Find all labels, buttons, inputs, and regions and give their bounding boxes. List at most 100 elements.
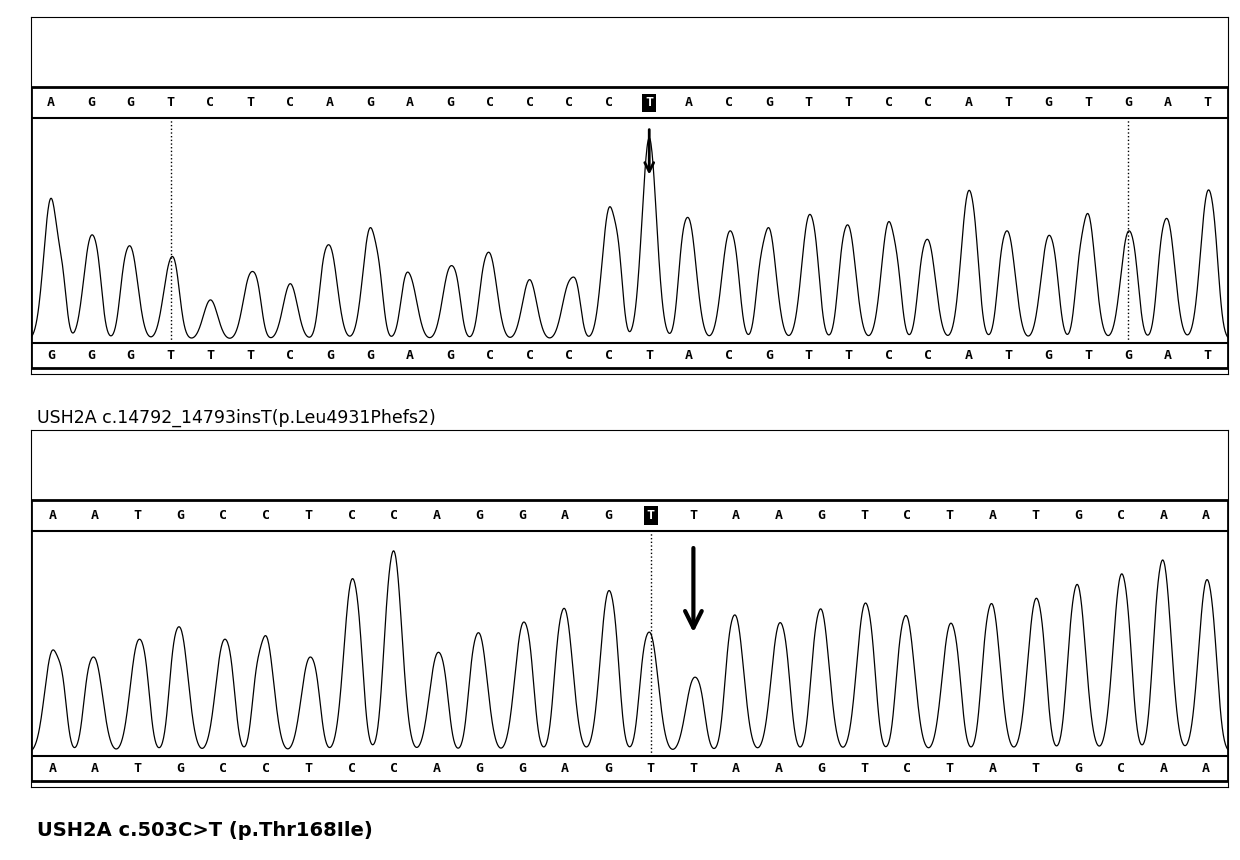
Text: A: A (1159, 509, 1168, 522)
Text: G: G (518, 762, 527, 775)
Text: T: T (805, 349, 812, 362)
Text: G: G (817, 509, 826, 522)
Text: G: G (1123, 96, 1132, 109)
Text: T: T (861, 762, 868, 775)
Text: G: G (47, 349, 55, 362)
Text: T: T (134, 762, 141, 775)
Text: A: A (1164, 96, 1172, 109)
Text: T: T (689, 509, 697, 522)
Text: A: A (405, 96, 414, 109)
Text: C: C (347, 762, 356, 775)
Text: A: A (775, 762, 782, 775)
Text: T: T (1204, 349, 1211, 362)
Text: C: C (262, 762, 270, 775)
Text: C: C (725, 349, 733, 362)
Text: T: T (805, 96, 812, 109)
Text: T: T (207, 349, 215, 362)
Text: G: G (604, 762, 611, 775)
Text: T: T (1204, 96, 1211, 109)
Text: T: T (647, 509, 655, 522)
Text: C: C (286, 349, 294, 362)
Text: G: G (176, 762, 185, 775)
Text: A: A (433, 509, 441, 522)
Text: G: G (1123, 349, 1132, 362)
Text: G: G (1074, 762, 1083, 775)
Text: T: T (844, 96, 853, 109)
Text: A: A (686, 349, 693, 362)
Text: A: A (965, 96, 972, 109)
Text: C: C (565, 96, 573, 109)
Text: G: G (87, 349, 94, 362)
Bar (31, 501, 1228, 781)
Text: C: C (347, 509, 356, 522)
Text: G: G (176, 509, 185, 522)
Text: C: C (486, 349, 494, 362)
Text: G: G (366, 96, 374, 109)
Text: T: T (861, 509, 868, 522)
Text: C: C (391, 509, 398, 522)
Text: C: C (925, 96, 932, 109)
Text: T: T (134, 509, 141, 522)
Text: A: A (1203, 509, 1210, 522)
Text: G: G (446, 349, 454, 362)
Text: T: T (645, 96, 653, 109)
Text: C: C (725, 96, 733, 109)
Text: A: A (48, 762, 56, 775)
Text: G: G (765, 349, 773, 362)
Text: T: T (645, 349, 653, 362)
Text: G: G (1044, 349, 1052, 362)
Text: T: T (1004, 96, 1012, 109)
Text: A: A (433, 762, 441, 775)
Text: C: C (884, 349, 893, 362)
Text: A: A (48, 509, 56, 522)
Text: G: G (126, 349, 135, 362)
Text: A: A (988, 762, 997, 775)
Text: G: G (126, 96, 135, 109)
Text: G: G (326, 349, 334, 362)
Text: C: C (925, 349, 932, 362)
Text: USH2A c.503C>T (p.Thr168Ile): USH2A c.503C>T (p.Thr168Ile) (37, 821, 373, 840)
Text: A: A (1159, 762, 1168, 775)
Text: C: C (219, 509, 227, 522)
Text: A: A (47, 96, 55, 109)
Text: T: T (1032, 762, 1039, 775)
Text: C: C (884, 96, 893, 109)
Text: C: C (1117, 509, 1125, 522)
Text: A: A (91, 509, 99, 522)
Text: C: C (1117, 762, 1125, 775)
Text: A: A (562, 509, 569, 522)
Text: A: A (686, 96, 693, 109)
Text: A: A (1203, 762, 1210, 775)
Text: C: C (605, 349, 614, 362)
Text: C: C (262, 509, 270, 522)
Text: A: A (732, 509, 740, 522)
Text: USH2A c.14792_14793insT(p.Leu4931Phefs2): USH2A c.14792_14793insT(p.Leu4931Phefs2) (37, 408, 436, 427)
Text: C: C (391, 762, 398, 775)
Text: G: G (604, 509, 611, 522)
Text: C: C (903, 762, 911, 775)
Text: C: C (565, 349, 573, 362)
Text: C: C (526, 349, 533, 362)
Text: T: T (305, 509, 312, 522)
Text: G: G (366, 349, 374, 362)
Text: T: T (844, 349, 853, 362)
Text: T: T (946, 762, 954, 775)
Text: C: C (486, 96, 494, 109)
Text: T: T (166, 349, 175, 362)
Text: G: G (476, 762, 484, 775)
Text: T: T (1032, 509, 1039, 522)
Text: T: T (305, 762, 312, 775)
Text: A: A (965, 349, 972, 362)
Text: A: A (988, 509, 997, 522)
Text: G: G (476, 509, 484, 522)
Text: C: C (526, 96, 533, 109)
Text: G: G (518, 509, 527, 522)
Text: A: A (1164, 349, 1172, 362)
Text: A: A (562, 762, 569, 775)
Text: T: T (647, 762, 655, 775)
Text: G: G (1044, 96, 1052, 109)
Text: C: C (207, 96, 215, 109)
Text: C: C (219, 762, 227, 775)
Text: T: T (1084, 96, 1092, 109)
Text: G: G (87, 96, 94, 109)
